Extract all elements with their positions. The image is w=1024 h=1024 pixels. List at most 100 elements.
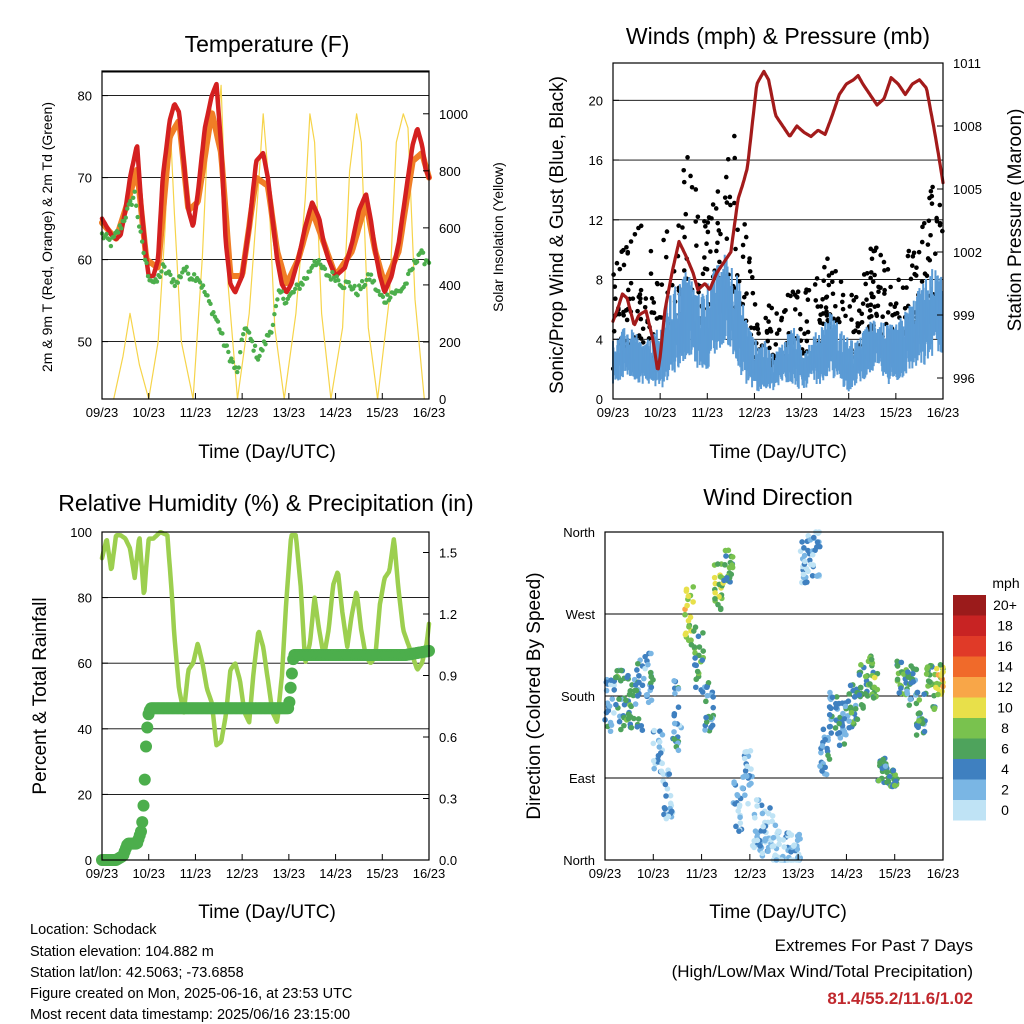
wind-direction-point	[745, 800, 751, 807]
wind-direction-point	[688, 637, 694, 644]
legend-swatch	[953, 677, 986, 698]
wind-direction-point	[924, 664, 931, 670]
wind-direction-point	[704, 684, 710, 691]
wind-direction-point	[733, 823, 739, 830]
wind-direction-point	[609, 696, 616, 702]
gust-point	[663, 254, 669, 260]
y2-tick-label: 0.6	[439, 730, 457, 745]
x-tick-label: 11/23	[691, 405, 723, 420]
legend-swatch	[953, 697, 986, 718]
wind-direction-point	[815, 530, 821, 537]
legend-swatch	[953, 779, 986, 800]
dewpoint-point	[371, 278, 377, 284]
wind-direction-point	[618, 677, 624, 684]
gust-point	[865, 303, 871, 308]
gust-point	[636, 225, 641, 231]
wind-direction-point	[806, 557, 813, 564]
gust-point	[714, 248, 719, 254]
dewpoint-point	[404, 281, 409, 286]
wind-direction-point	[892, 772, 899, 778]
dewpoint-point	[249, 338, 255, 344]
rainfall-point	[134, 825, 147, 838]
pressure-right-ticks: 996 999 1002 1005 1008 1011	[937, 56, 982, 386]
wind-direction-point	[875, 777, 882, 784]
wind-direction-point	[827, 689, 833, 696]
gust-point	[747, 256, 752, 261]
wind-direction-point	[913, 732, 920, 738]
temperature-series	[99, 81, 432, 375]
dewpoint-point	[125, 206, 130, 211]
dewpoint-point	[272, 312, 277, 317]
gust-point	[708, 249, 713, 254]
wind-direction-point	[667, 800, 674, 807]
dewpoint-point	[229, 356, 234, 361]
gust-point	[881, 259, 887, 265]
gust-point	[693, 219, 698, 224]
wind-direction-point	[772, 852, 779, 859]
dewpoint-point	[355, 292, 360, 298]
dewpoint-point	[197, 280, 203, 285]
dewpoint-point	[255, 357, 261, 362]
x-tick-label: 09/23	[86, 866, 119, 881]
wind-direction-point	[636, 672, 642, 679]
y2-tick-label: 0.0	[439, 853, 457, 868]
legend-swatch	[953, 636, 986, 657]
gust-point	[766, 319, 771, 324]
wind-direction-point	[625, 711, 632, 717]
gust-point	[919, 279, 925, 284]
dewpoint-point	[136, 224, 142, 229]
wind-direction-point	[805, 568, 811, 575]
dewpoint-point	[281, 296, 286, 301]
gust-point	[830, 279, 835, 285]
gust-point	[688, 173, 693, 179]
wind-direction-point	[908, 663, 914, 669]
legend-label: 10	[997, 700, 1013, 716]
gust-point	[930, 184, 935, 190]
wind-direction-point	[867, 681, 873, 687]
x-tick-label: 12/23	[734, 866, 767, 881]
gust-point	[792, 292, 798, 298]
gust-point	[934, 218, 940, 224]
x-tick-label: 13/23	[273, 405, 306, 420]
dewpoint-point	[296, 282, 301, 288]
x-tick-label: 16/23	[927, 866, 960, 881]
gust-point	[849, 292, 854, 298]
gust-point	[685, 155, 690, 160]
y2-tick-label: 0.3	[439, 792, 457, 807]
latlon-text: Station lat/lon: 42.5063; -73.6858	[30, 965, 244, 981]
dewpoint-point	[346, 280, 351, 285]
gust-point	[744, 291, 749, 296]
gust-point	[882, 291, 887, 296]
wind-direction-point	[751, 844, 757, 851]
gust-point	[715, 189, 721, 194]
wind-direction-point	[651, 727, 657, 734]
wind-direction-point	[914, 689, 921, 696]
dewpoint-point	[183, 268, 188, 273]
wind-direction-point	[664, 785, 671, 792]
dewpoint-point	[191, 272, 197, 277]
dewpoint-point	[316, 257, 322, 263]
wind-direction-point	[814, 544, 820, 550]
wind-direction-point	[810, 534, 817, 541]
gust-point	[868, 246, 874, 252]
wind-direction-point	[817, 763, 823, 769]
gust-point	[940, 228, 945, 234]
wind-direction-y-axis-label: Direction (Colored By Speed)	[524, 572, 545, 819]
wind-direction-point	[814, 573, 820, 579]
gust-point	[713, 206, 719, 211]
speed-color-legend: 20+ 18 16 14 12 10 8 6 4 2 0	[953, 595, 1017, 821]
dewpoint-point	[119, 226, 124, 231]
dewpoint-point	[307, 269, 313, 274]
y-tick-label: East	[569, 771, 595, 786]
wind-direction-point	[692, 624, 699, 631]
wind-direction-point	[748, 766, 754, 772]
wind-direction-point	[814, 539, 821, 545]
gust-point	[756, 331, 761, 336]
gust-point	[813, 298, 819, 303]
wind-direction-point	[648, 674, 655, 680]
gust-point	[863, 281, 868, 287]
wind-direction-point	[802, 558, 808, 565]
gust-point	[776, 327, 782, 333]
wind-direction-point	[704, 692, 711, 699]
gust-point	[925, 242, 931, 247]
